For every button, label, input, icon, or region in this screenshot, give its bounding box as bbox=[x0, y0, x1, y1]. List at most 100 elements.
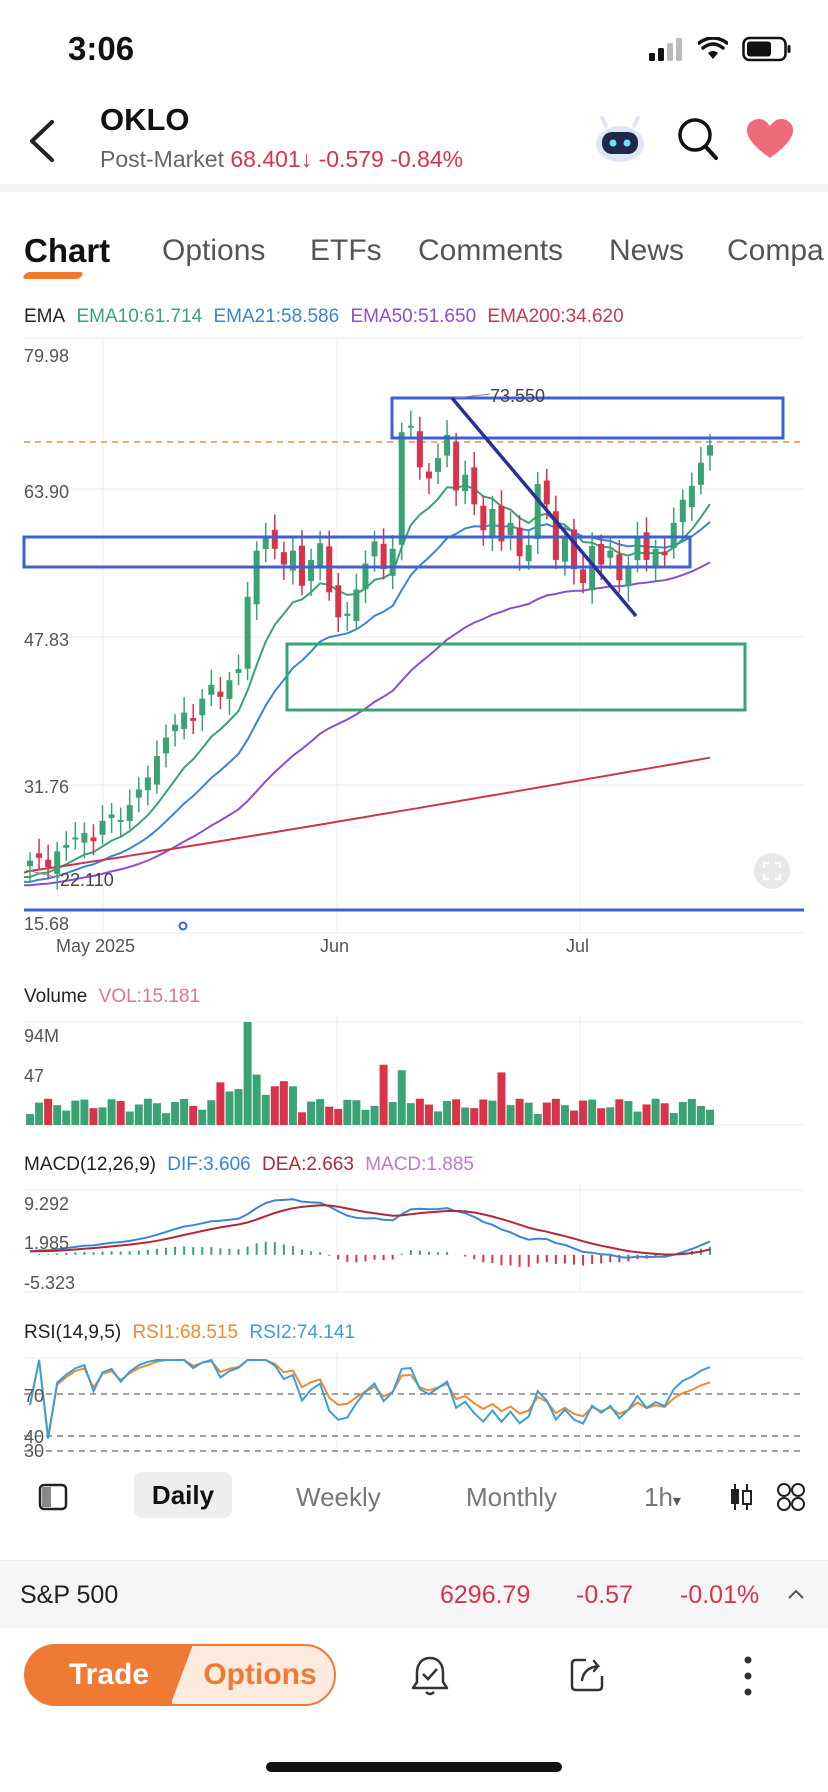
candle-body bbox=[289, 550, 296, 571]
volume-bar bbox=[542, 1102, 551, 1125]
price-grid bbox=[24, 337, 804, 934]
tab-chart[interactable]: Chart bbox=[24, 232, 111, 269]
candle-body bbox=[462, 474, 469, 492]
volume-bar bbox=[678, 1101, 687, 1125]
candle bbox=[453, 432, 460, 507]
more-options-icon[interactable] bbox=[738, 1654, 758, 1698]
candle-body bbox=[534, 484, 541, 540]
status-time: 3:06 bbox=[68, 30, 135, 67]
index-ticker-bar[interactable]: S&P 500 6296.79 -0.57 -0.01% bbox=[0, 1560, 828, 1628]
ema10-value: EMA10:61.714 bbox=[76, 306, 203, 327]
volume-bar bbox=[26, 1114, 34, 1125]
candle-body bbox=[480, 505, 487, 531]
candle-body bbox=[280, 552, 287, 565]
period-intraday-select[interactable]: 1h▾ bbox=[644, 1482, 681, 1513]
period-monthly[interactable]: Monthly bbox=[466, 1482, 558, 1512]
price-chart[interactable]: 73.550 22.110 79.98 63.90 47.83 31.76 15… bbox=[0, 336, 828, 956]
search-icon[interactable] bbox=[676, 116, 720, 162]
volume-bar bbox=[551, 1098, 560, 1125]
candle bbox=[289, 537, 296, 585]
volume-bar bbox=[443, 1101, 452, 1125]
trade-button[interactable]: Trade bbox=[24, 1644, 194, 1706]
candle bbox=[299, 530, 305, 596]
candle-body bbox=[344, 613, 351, 616]
candle-body bbox=[707, 445, 713, 456]
volume-bar bbox=[288, 1086, 297, 1125]
candle bbox=[634, 522, 641, 573]
price-axis-label: 31.76 bbox=[24, 777, 69, 797]
candle-body bbox=[580, 569, 587, 584]
tab-news[interactable]: News bbox=[609, 234, 685, 267]
candle bbox=[643, 517, 650, 572]
index-change-pct: -0.01% bbox=[680, 1581, 760, 1609]
volume-bar bbox=[515, 1098, 524, 1125]
tab-company[interactable]: Compa bbox=[727, 234, 824, 267]
tab-options[interactable]: Options bbox=[162, 234, 266, 267]
drawn-trendline[interactable] bbox=[450, 396, 638, 618]
candle-body bbox=[244, 596, 251, 669]
candle-body bbox=[625, 565, 632, 587]
home-indicator bbox=[266, 1762, 562, 1772]
macd-axis-label: 1.985 bbox=[24, 1233, 69, 1253]
candle-body bbox=[217, 691, 224, 697]
options-button[interactable]: Options bbox=[170, 1644, 336, 1706]
back-icon[interactable] bbox=[22, 116, 66, 166]
candle bbox=[389, 534, 396, 590]
rsi-chart[interactable]: 70 40 30 bbox=[0, 1352, 828, 1460]
macd-dif-value: DIF:3.606 bbox=[167, 1154, 251, 1175]
drawn-box-top[interactable] bbox=[390, 396, 785, 440]
grid-layout-icon[interactable] bbox=[776, 1482, 806, 1512]
event-marker[interactable] bbox=[178, 921, 188, 931]
ema-legend[interactable]: EMA EMA10:61.714 EMA21:58.586 EMA50:51.6… bbox=[24, 306, 630, 328]
candle-body bbox=[643, 532, 650, 560]
volume-axis-label: 94M bbox=[24, 1026, 59, 1046]
candle-body bbox=[54, 851, 61, 874]
volume-bar bbox=[116, 1101, 125, 1125]
volume-bar bbox=[35, 1102, 44, 1125]
candle bbox=[444, 419, 451, 468]
macd-chart[interactable]: 9.292 1.985 -5.323 bbox=[0, 1184, 828, 1296]
drawn-box-middle[interactable] bbox=[22, 535, 692, 569]
favorite-heart-icon[interactable] bbox=[746, 118, 794, 160]
candle-body bbox=[45, 859, 52, 868]
rsi-legend[interactable]: RSI(14,9,5) RSI1:68.515 RSI2:74.141 bbox=[24, 1322, 361, 1344]
volume-bar bbox=[388, 1102, 397, 1125]
candle bbox=[507, 511, 514, 551]
volume-bar bbox=[669, 1113, 678, 1125]
volume-bar bbox=[298, 1112, 306, 1125]
action-bar: Trade Options bbox=[0, 1628, 828, 1728]
candle bbox=[90, 824, 97, 856]
tab-etfs[interactable]: ETFs bbox=[310, 234, 382, 267]
candle bbox=[99, 805, 106, 845]
volume-bar bbox=[325, 1106, 334, 1125]
candlestick-type-icon[interactable] bbox=[728, 1482, 754, 1512]
share-icon[interactable] bbox=[568, 1654, 608, 1694]
volume-chart[interactable]: 94M 47 bbox=[0, 1016, 828, 1128]
tab-comments[interactable]: Comments bbox=[418, 234, 564, 267]
drawn-box-support[interactable] bbox=[285, 642, 747, 712]
price-alert-icon[interactable] bbox=[410, 1654, 450, 1698]
sidebar-toggle-icon[interactable] bbox=[38, 1482, 68, 1512]
period-daily[interactable]: Daily bbox=[134, 1472, 232, 1518]
candle bbox=[253, 541, 260, 620]
volume-bar bbox=[397, 1070, 406, 1125]
ema-lines bbox=[23, 484, 711, 887]
candle-body bbox=[190, 717, 197, 721]
robot-assistant-icon[interactable] bbox=[592, 114, 648, 166]
candle bbox=[416, 416, 423, 480]
price-axis-label: 63.90 bbox=[24, 482, 69, 502]
candle-body bbox=[27, 860, 33, 867]
volume-legend[interactable]: Volume VOL:15.181 bbox=[24, 986, 206, 1008]
volume-bar bbox=[307, 1101, 316, 1125]
candle-body bbox=[571, 529, 577, 570]
candle-body bbox=[63, 844, 70, 848]
ema-label: EMA bbox=[24, 306, 66, 327]
macd-legend[interactable]: MACD(12,26,9) DIF:3.606 DEA:2.663 MACD:1… bbox=[24, 1154, 480, 1176]
volume-bar bbox=[316, 1099, 325, 1125]
volume-bar bbox=[470, 1108, 479, 1125]
chevron-up-icon[interactable] bbox=[786, 1587, 806, 1601]
volume-bar bbox=[660, 1103, 669, 1125]
volume-bar bbox=[279, 1081, 288, 1125]
period-weekly[interactable]: Weekly bbox=[296, 1482, 381, 1512]
fullscreen-icon[interactable] bbox=[754, 853, 790, 889]
